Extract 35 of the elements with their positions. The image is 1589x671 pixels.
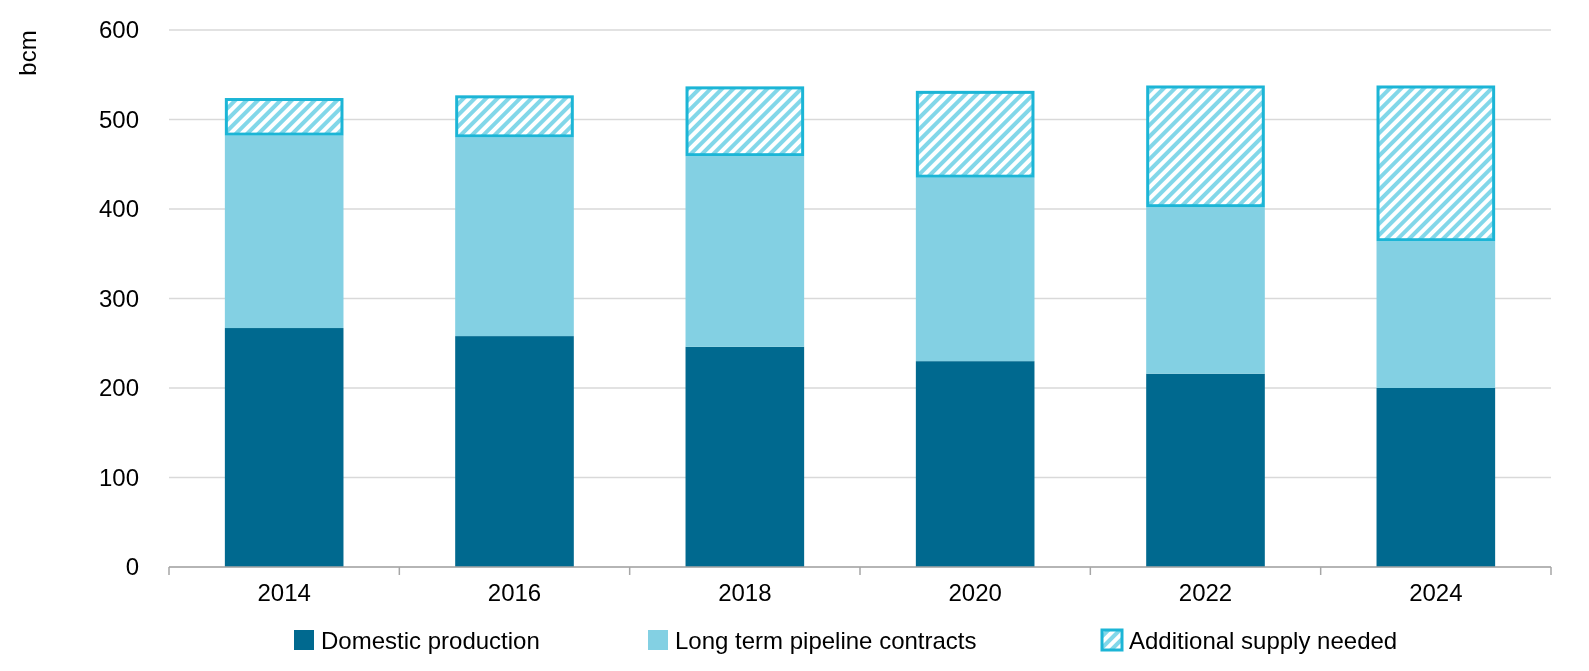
- y-tick-label: 400: [98, 195, 139, 223]
- bar: [915, 361, 1035, 567]
- bar: [224, 328, 344, 567]
- bar: [224, 98, 344, 136]
- bar: [224, 135, 344, 329]
- bar: [455, 95, 574, 138]
- y-tick-label: 300: [98, 284, 139, 312]
- x-tick-label: 2020: [948, 579, 1002, 606]
- y-tick-label: 600: [98, 16, 139, 44]
- x-tick-label: 2018: [718, 579, 772, 606]
- y-tick-label: 100: [98, 463, 139, 491]
- bar: [685, 346, 805, 567]
- x-tick-label: 2014: [257, 579, 311, 606]
- legend-label: Additional supply needed: [1129, 627, 1398, 655]
- legend-label: Domestic production: [321, 627, 540, 655]
- bar: [915, 177, 1035, 362]
- x-tick-label: 2022: [1178, 579, 1233, 606]
- x-tick-label: 2024: [1409, 579, 1463, 606]
- bar: [1146, 373, 1265, 567]
- bar: [455, 137, 574, 337]
- bar: [915, 90, 1035, 178]
- bar: [685, 156, 805, 347]
- x-tick-label: 2016: [487, 579, 542, 606]
- bar: [1146, 85, 1265, 208]
- bar: [1376, 241, 1496, 388]
- legend-label: Long term pipeline contracts: [675, 627, 977, 655]
- bar: [1376, 388, 1496, 567]
- bar: [455, 336, 574, 567]
- bar: [1376, 85, 1496, 242]
- y-axis-title: bcm: [14, 30, 41, 76]
- bar: [685, 86, 805, 157]
- bar: [1146, 207, 1265, 374]
- y-tick-label: 500: [98, 105, 139, 133]
- y-tick-label: 0: [125, 553, 139, 581]
- y-tick-label: 200: [98, 374, 139, 402]
